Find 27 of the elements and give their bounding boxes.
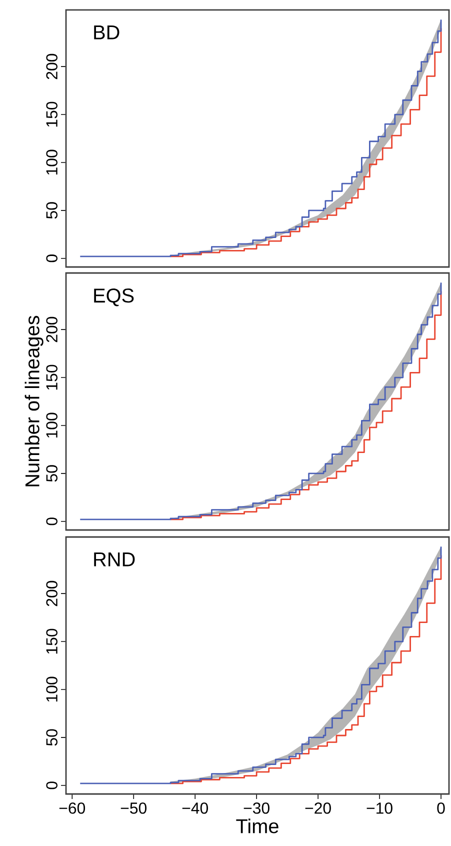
y-tick-label: 0 [46, 254, 58, 262]
y-axis-title: Number of lineages [24, 316, 44, 486]
y-tick-label: 200 [46, 580, 58, 606]
y-tick-label: 100 [46, 412, 58, 438]
x-tick-label: −10 [366, 802, 392, 814]
x-tick-label: −20 [305, 802, 331, 814]
y-tick-label: 150 [46, 628, 58, 654]
text: RND [94, 552, 135, 566]
x-tick-label: −40 [182, 802, 208, 814]
y-tick-label: 100 [46, 150, 58, 175]
y-tick-label: 50 [46, 202, 58, 219]
x-tick-label: 0 [437, 802, 445, 814]
x-axis-title: Time [236, 818, 278, 834]
y-tick-label: 200 [46, 316, 58, 342]
y-tick-label: 50 [46, 465, 58, 482]
y-tick-label: 0 [46, 518, 58, 526]
x-tick-label: −30 [244, 802, 270, 814]
x-tick-label: −50 [120, 802, 147, 814]
y-tick-label: 150 [46, 102, 58, 127]
text: EQS [94, 288, 134, 306]
x-tick-label: −60 [59, 802, 86, 814]
y-tick-label: 100 [46, 676, 58, 702]
text: BD [94, 26, 120, 40]
y-tick-label: 200 [46, 54, 58, 80]
y-tick-label: 150 [46, 364, 58, 390]
y-tick-label: 0 [46, 782, 58, 790]
y-tick-label: 50 [46, 729, 58, 746]
